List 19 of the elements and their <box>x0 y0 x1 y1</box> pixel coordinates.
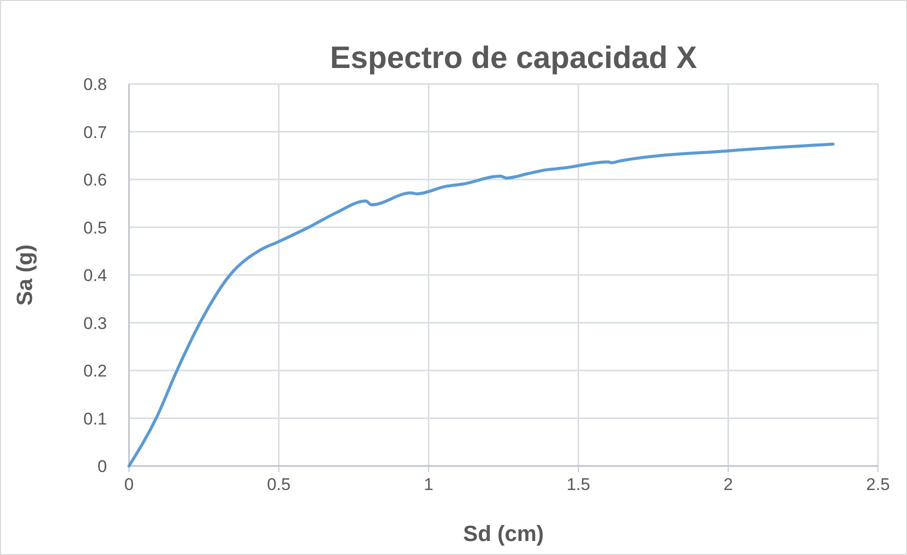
line-series <box>128 142 835 468</box>
y-tick-label: 0.4 <box>83 266 107 285</box>
y-tick-label: 0.2 <box>83 362 107 380</box>
y-tick-label: 0 <box>98 457 107 476</box>
y-axis-title: Sa (g) <box>12 244 37 306</box>
y-tick-label: 0.6 <box>83 170 107 190</box>
x-tick-label: 0 <box>124 475 134 494</box>
x-tick-label: 0.5 <box>266 475 291 494</box>
x-tick-label: 2 <box>723 475 733 494</box>
x-tick-label: 1 <box>424 475 434 494</box>
x-tick-label: 1.5 <box>566 475 590 494</box>
y-tick-label: 0.8 <box>83 75 107 94</box>
y-tick-label: 0.3 <box>83 314 107 333</box>
chart-title: Espectro de capacidad X <box>330 40 698 75</box>
x-axis-title: Sd (cm) <box>463 521 544 546</box>
y-tick-label: 0.1 <box>83 409 107 428</box>
y-tick-label: 0.7 <box>83 122 107 142</box>
y-tick-label: 0.5 <box>83 218 107 238</box>
x-tick-label: 2.5 <box>866 475 890 494</box>
